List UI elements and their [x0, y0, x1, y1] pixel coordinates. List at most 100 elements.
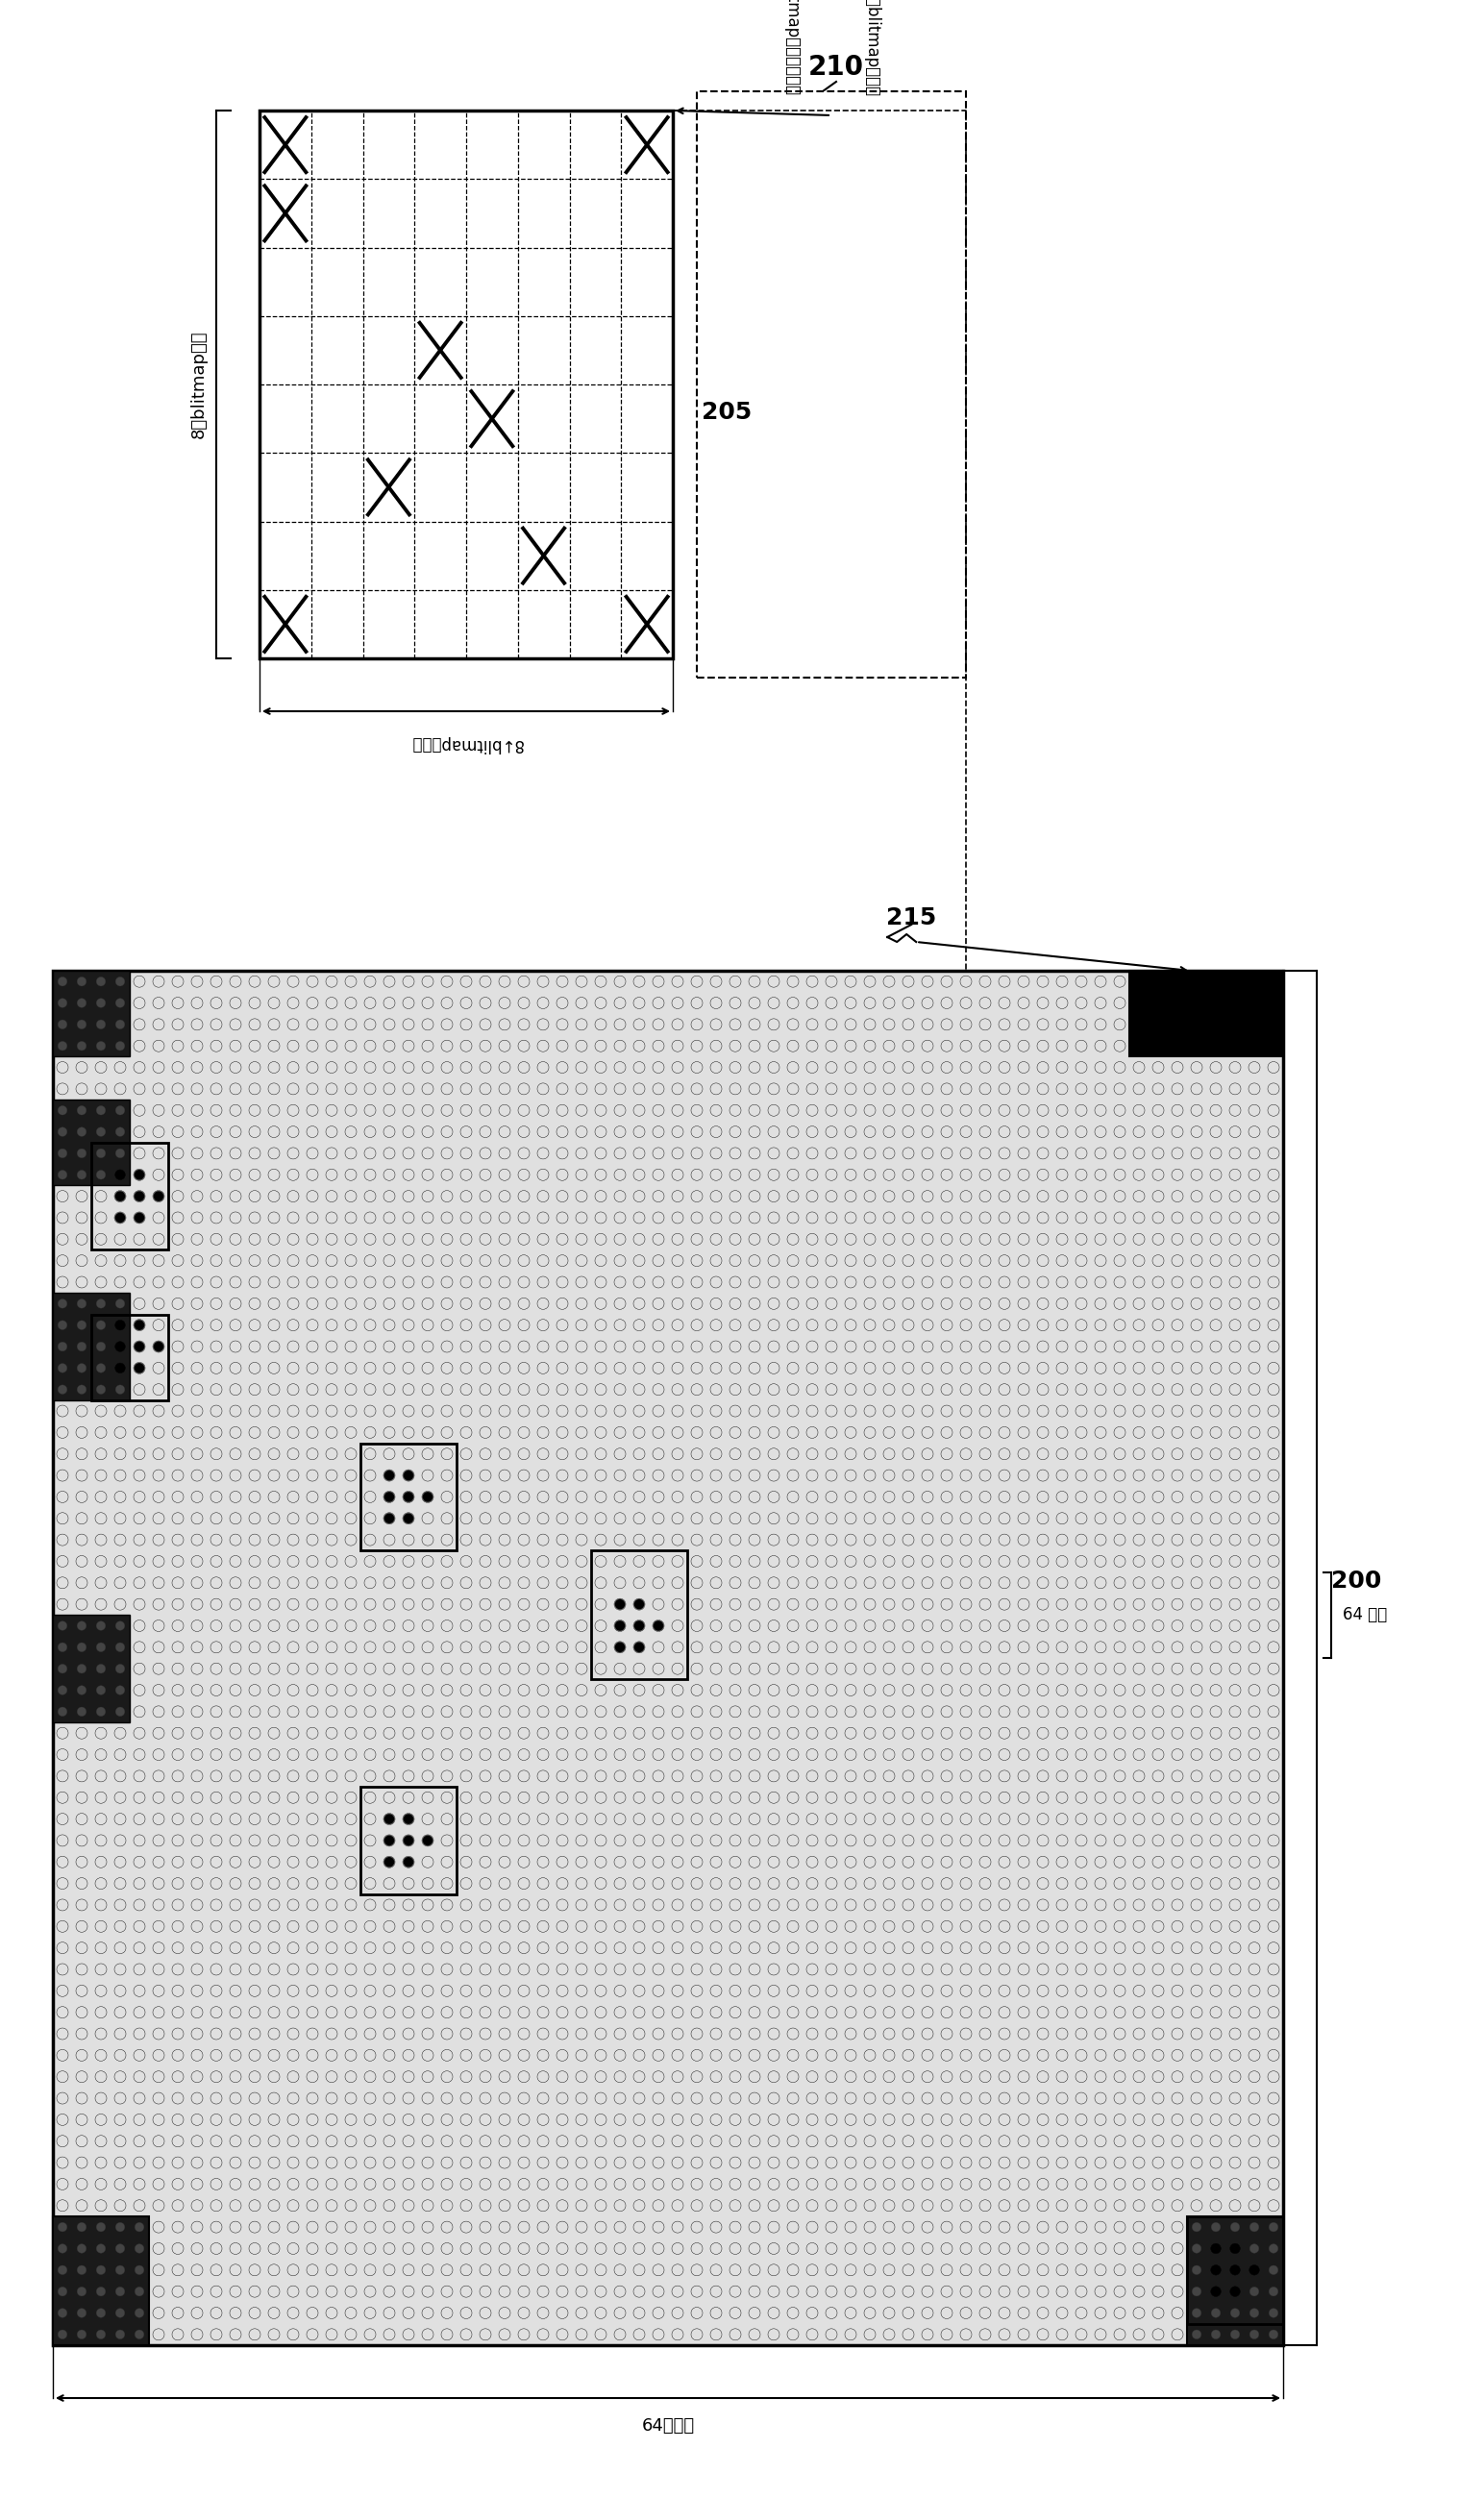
Circle shape [384, 1836, 395, 1846]
Circle shape [634, 1621, 644, 1631]
Circle shape [77, 1042, 86, 1052]
Circle shape [134, 1169, 144, 1179]
Bar [53, 1616, 129, 1724]
Circle shape [614, 1599, 625, 1609]
Circle shape [1230, 1042, 1241, 1052]
Circle shape [77, 1019, 86, 1029]
Circle shape [1250, 2223, 1258, 2231]
Text: 64像素宽: 64像素宽 [641, 2418, 695, 2436]
Circle shape [1211, 2243, 1221, 2253]
Circle shape [1269, 1019, 1278, 1029]
Circle shape [404, 1836, 414, 1846]
Circle shape [1230, 2286, 1239, 2296]
Circle shape [58, 1127, 67, 1137]
Circle shape [116, 1321, 125, 1329]
Bar [53, 972, 129, 1057]
Circle shape [96, 1384, 105, 1394]
Circle shape [58, 1706, 67, 1716]
Circle shape [1250, 977, 1260, 987]
Circle shape [58, 1686, 67, 1694]
Circle shape [1250, 999, 1260, 1007]
Circle shape [404, 1514, 414, 1524]
Circle shape [135, 2266, 144, 2276]
Circle shape [1250, 2308, 1258, 2318]
Circle shape [384, 1814, 395, 1824]
Circle shape [135, 2286, 144, 2296]
Circle shape [1192, 2286, 1201, 2296]
Circle shape [1134, 977, 1144, 987]
Circle shape [1230, 977, 1241, 987]
Circle shape [1269, 2286, 1278, 2296]
Circle shape [1153, 977, 1163, 987]
Circle shape [116, 1192, 125, 1202]
Circle shape [58, 1149, 67, 1159]
Text: 215: 215 [886, 907, 936, 929]
Circle shape [1192, 2243, 1201, 2253]
Circle shape [1211, 2266, 1220, 2276]
Circle shape [1269, 2266, 1278, 2276]
Bar [591, 1551, 687, 1679]
Circle shape [1250, 2243, 1258, 2253]
Circle shape [1269, 2331, 1278, 2338]
Circle shape [1172, 1042, 1183, 1052]
Circle shape [116, 1149, 125, 1159]
Circle shape [1230, 2243, 1241, 2253]
Circle shape [58, 1384, 67, 1394]
Circle shape [96, 2223, 105, 2231]
Circle shape [58, 1621, 67, 1631]
Circle shape [116, 1621, 125, 1631]
Circle shape [1211, 2286, 1220, 2296]
Circle shape [116, 1364, 125, 1374]
Circle shape [77, 1127, 86, 1137]
Circle shape [135, 2308, 144, 2318]
Circle shape [1192, 2331, 1201, 2338]
Circle shape [58, 2286, 67, 2296]
Bar [92, 1314, 168, 1401]
Circle shape [653, 1621, 663, 1631]
Circle shape [77, 1149, 86, 1159]
Circle shape [1192, 2266, 1201, 2276]
Circle shape [116, 1212, 125, 1224]
Circle shape [58, 2266, 67, 2276]
Circle shape [96, 1149, 105, 1159]
Circle shape [77, 1107, 86, 1114]
Circle shape [1134, 999, 1144, 1007]
Circle shape [58, 977, 67, 987]
Circle shape [116, 1384, 125, 1394]
Circle shape [1250, 2266, 1258, 2276]
Circle shape [77, 1644, 86, 1651]
Circle shape [384, 1491, 395, 1501]
Circle shape [1230, 2286, 1241, 2296]
Bar [697, 92, 966, 677]
Bar [361, 1786, 457, 1893]
Circle shape [134, 1192, 144, 1202]
Circle shape [134, 1364, 144, 1374]
Bar [92, 1142, 168, 1249]
Circle shape [384, 1514, 395, 1524]
Circle shape [96, 1686, 105, 1694]
Bar [1129, 972, 1284, 1057]
Circle shape [77, 2223, 86, 2231]
Circle shape [1269, 1042, 1278, 1052]
Circle shape [1172, 1019, 1183, 1029]
Circle shape [404, 1856, 414, 1866]
Circle shape [1211, 2243, 1220, 2253]
Circle shape [1211, 1019, 1221, 1029]
Circle shape [634, 1641, 644, 1651]
Circle shape [1192, 1019, 1202, 1029]
Circle shape [96, 2331, 105, 2338]
Circle shape [96, 1321, 105, 1329]
Circle shape [96, 1706, 105, 1716]
Circle shape [116, 1127, 125, 1137]
Circle shape [1211, 2331, 1220, 2338]
Circle shape [1269, 2223, 1278, 2231]
Circle shape [116, 2286, 125, 2296]
Circle shape [1230, 2223, 1239, 2231]
Circle shape [1153, 1042, 1163, 1052]
Circle shape [404, 1491, 414, 1501]
Circle shape [96, 1664, 105, 1674]
Circle shape [1192, 1042, 1202, 1052]
Circle shape [58, 1644, 67, 1651]
Bar [361, 1444, 457, 1551]
Text: 205: 205 [702, 400, 752, 422]
